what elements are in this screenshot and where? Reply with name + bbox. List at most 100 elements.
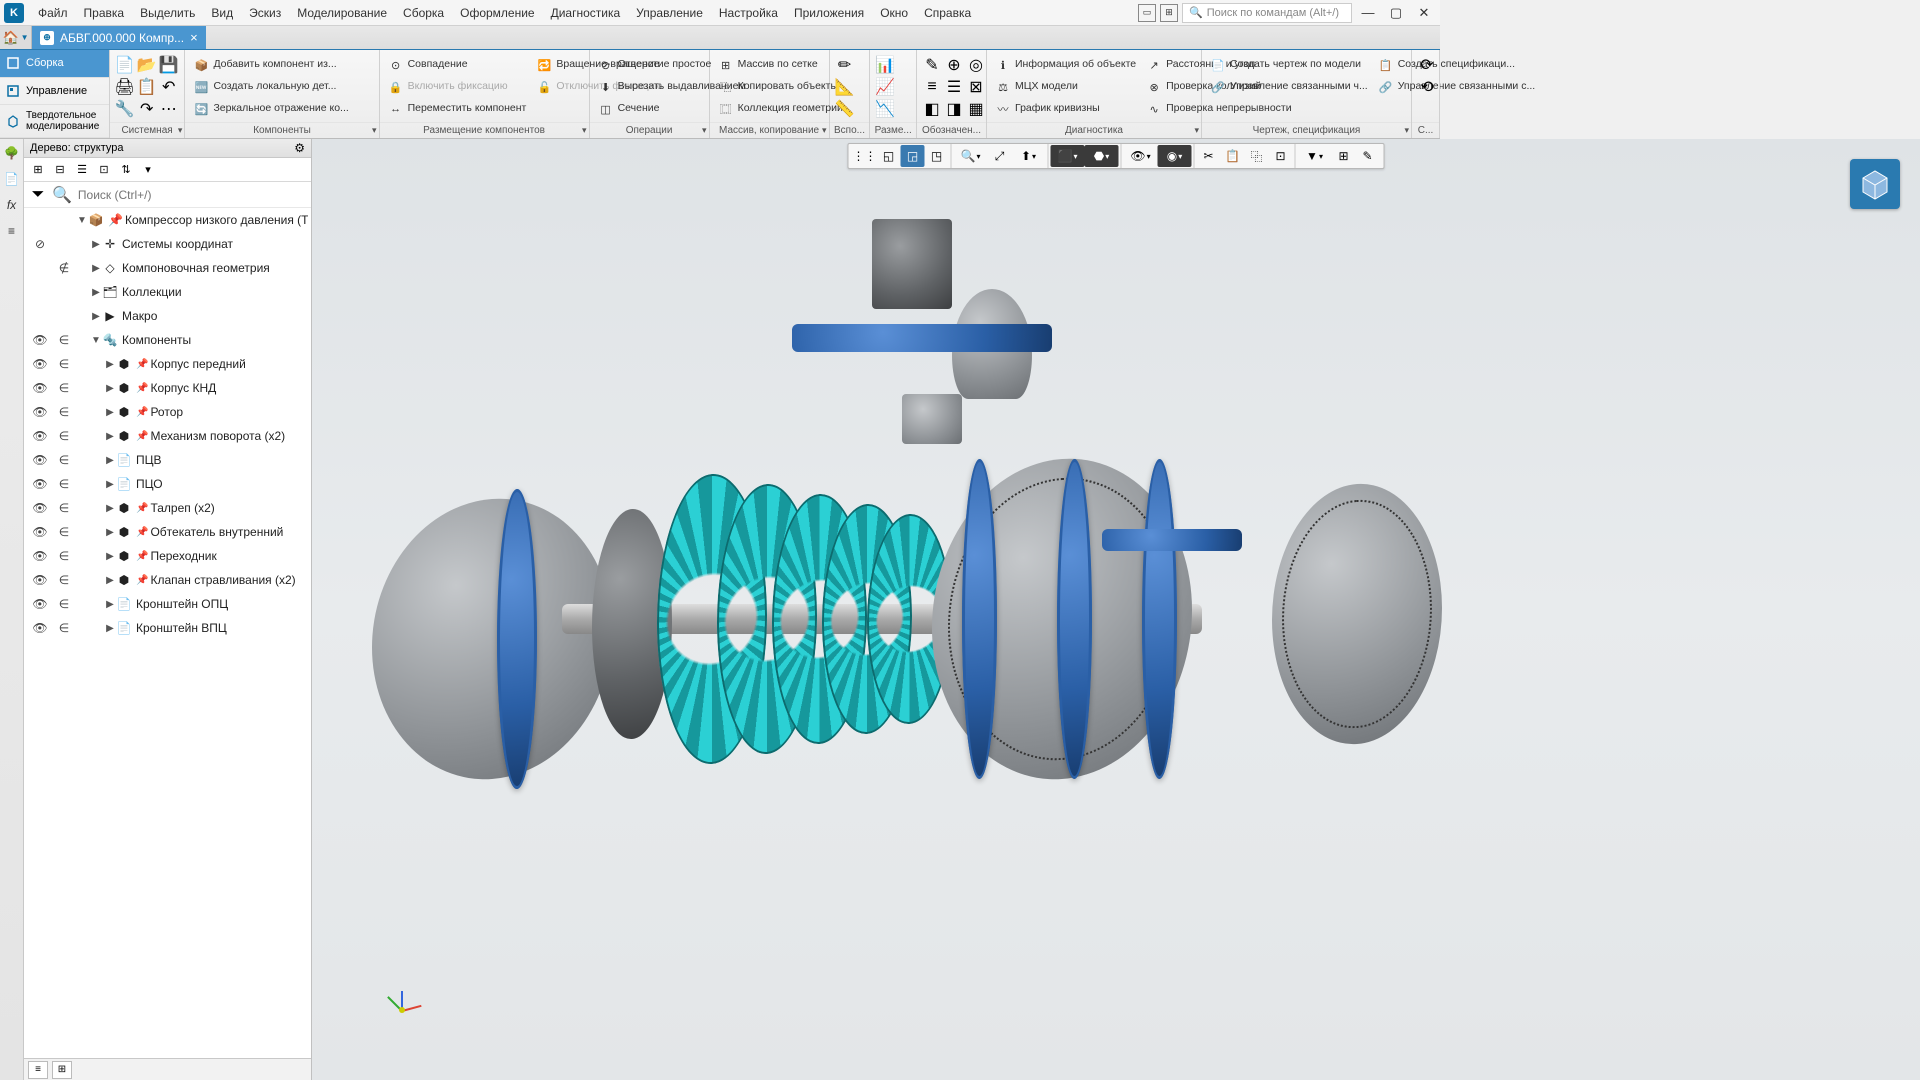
cmd-coincidence[interactable]: ⊙Совпадение: [384, 54, 531, 76]
expand-arrow[interactable]: ▶: [104, 551, 116, 562]
part-bracket-h2[interactable]: [1102, 529, 1242, 551]
last-icon-1[interactable]: ⟳: [1416, 54, 1438, 76]
tree-node[interactable]: 👁∈▶⬢📌Клапан стравливания (x2): [24, 568, 311, 592]
tree-footer-btn-1[interactable]: ≡: [28, 1061, 48, 1079]
expand-arrow[interactable]: ▶: [90, 287, 102, 298]
tree-node[interactable]: 👁∈▶📄Кронштейн ОПЦ: [24, 592, 311, 616]
tree-tb-2[interactable]: ⊟: [50, 160, 70, 180]
tree-node[interactable]: 👁∈▼🔩Компоненты: [24, 328, 311, 352]
include-icon[interactable]: ∈: [52, 357, 76, 371]
tree-node[interactable]: 👁∈▶⬢📌Обтекатель внутренний: [24, 520, 311, 544]
menu-Окно[interactable]: Окно: [872, 3, 916, 23]
not-icon-9[interactable]: ▦: [965, 98, 987, 120]
layout-icon-2[interactable]: ⊞: [1160, 4, 1178, 22]
expand-arrow[interactable]: ▶: [104, 599, 116, 610]
include-icon[interactable]: ∈: [52, 477, 76, 491]
cmd-mirror[interactable]: 🔄Зеркальное отражение ко...: [189, 98, 352, 120]
cmd-add-component[interactable]: 📦Добавить компонент из...: [189, 54, 352, 76]
mode-management[interactable]: Управление: [0, 78, 109, 106]
tree-node[interactable]: ▶▶Макро: [24, 304, 311, 328]
include-icon[interactable]: ∉: [52, 261, 76, 275]
tree-tb-1[interactable]: ⊞: [28, 160, 48, 180]
tree-tb-3[interactable]: ☰: [72, 160, 92, 180]
visibility-icon[interactable]: 👁: [28, 501, 52, 515]
expand-icon[interactable]: ▾: [1404, 125, 1409, 136]
expand-arrow[interactable]: ▶: [104, 503, 116, 514]
undo-button[interactable]: ↶: [158, 76, 180, 98]
expand-icon[interactable]: ▾: [702, 125, 707, 136]
menu-Эскиз[interactable]: Эскиз: [241, 3, 289, 23]
visibility-icon[interactable]: 👁: [28, 333, 52, 347]
part-blue-ring-3[interactable]: [1057, 458, 1092, 780]
print-button[interactable]: 🖨: [114, 76, 136, 98]
tree-tb-4[interactable]: ⊡: [94, 160, 114, 180]
vstrip-tree-icon[interactable]: 🌳: [2, 143, 22, 163]
tree-node[interactable]: ∉▶◇Компоновочная геометрия: [24, 256, 311, 280]
expand-icon[interactable]: ▾: [372, 125, 377, 136]
vstrip-fx-icon[interactable]: fx: [2, 195, 22, 215]
include-icon[interactable]: ∈: [52, 525, 76, 539]
expand-arrow[interactable]: ▶: [104, 383, 116, 394]
cmd-create-drawing[interactable]: 📄Создать чертеж по модели: [1206, 54, 1372, 76]
visibility-icon[interactable]: 👁: [28, 381, 52, 395]
expand-arrow[interactable]: ▶: [104, 431, 116, 442]
include-icon[interactable]: ∈: [52, 549, 76, 563]
tree-tb-5[interactable]: ⇅: [116, 160, 136, 180]
not-icon-8[interactable]: ◨: [943, 98, 965, 120]
menu-Правка[interactable]: Правка: [76, 3, 133, 23]
layout-icon-1[interactable]: ▭: [1138, 4, 1156, 22]
visibility-icon[interactable]: ⊘: [28, 237, 52, 251]
part-rear-housing[interactable]: [1272, 478, 1442, 750]
vstrip-sheet-icon[interactable]: 📄: [2, 169, 22, 189]
tree-footer-btn-2[interactable]: ⊞: [52, 1061, 72, 1079]
redo-button[interactable]: ↷: [136, 98, 158, 120]
expand-icon[interactable]: ▾: [582, 125, 587, 136]
axis-gizmo[interactable]: [382, 990, 422, 1030]
part-top-motor[interactable]: [872, 219, 952, 309]
include-icon[interactable]: ∈: [52, 453, 76, 467]
expand-arrow[interactable]: ▼: [90, 335, 102, 346]
size-icon-1[interactable]: 📊: [874, 54, 896, 76]
open-button[interactable]: 📂: [136, 54, 158, 76]
tree-node[interactable]: ⊘▶✛Системы координат: [24, 232, 311, 256]
tree-root[interactable]: ▼ 📦 📌 Компрессор низкого давления (Т: [24, 208, 311, 232]
menu-Диагностика[interactable]: Диагностика: [543, 3, 629, 23]
menu-Файл[interactable]: Файл: [30, 3, 76, 23]
part-small-plate[interactable]: [902, 394, 962, 444]
expand-arrow[interactable]: ▶: [104, 407, 116, 418]
visibility-icon[interactable]: 👁: [28, 477, 52, 491]
expand-icon[interactable]: ▾: [1194, 125, 1199, 136]
expand-arrow[interactable]: ▶: [90, 263, 102, 274]
not-icon-4[interactable]: ≡: [921, 76, 943, 98]
visibility-icon[interactable]: 👁: [28, 405, 52, 419]
copy-button[interactable]: 📋: [136, 76, 158, 98]
menu-Выделить[interactable]: Выделить: [132, 3, 203, 23]
cmd-copy-objects[interactable]: ⿻Копировать объекты: [714, 76, 847, 98]
tree-tb-6[interactable]: ▾: [138, 160, 158, 180]
cmd-array-grid[interactable]: ⊞Массив по сетке: [714, 54, 847, 76]
cmd-curvature[interactable]: 〰График кривизны: [991, 98, 1140, 120]
visibility-icon[interactable]: 👁: [28, 357, 52, 371]
cmd-object-info[interactable]: ℹИнформация об объекте: [991, 54, 1140, 76]
helper-icon-2[interactable]: 📐: [834, 76, 856, 98]
visibility-icon[interactable]: 👁: [28, 429, 52, 443]
expand-arrow[interactable]: ▶: [104, 527, 116, 538]
home-tab[interactable]: 🏠▼: [0, 26, 32, 49]
expand-arrow[interactable]: ▶: [104, 479, 116, 490]
include-icon[interactable]: ∈: [52, 405, 76, 419]
props-button[interactable]: 🔧: [114, 98, 136, 120]
include-icon[interactable]: ∈: [52, 381, 76, 395]
tree-node[interactable]: 👁∈▶⬢📌Корпус передний: [24, 352, 311, 376]
tree-node[interactable]: 👁∈▶⬢📌Корпус КНД: [24, 376, 311, 400]
visibility-icon[interactable]: 👁: [28, 621, 52, 635]
menu-Оформление[interactable]: Оформление: [452, 3, 542, 23]
menu-Приложения[interactable]: Приложения: [786, 3, 872, 23]
menu-Сборка[interactable]: Сборка: [395, 3, 452, 23]
tree-search-input[interactable]: [78, 188, 305, 202]
not-icon-3[interactable]: ◎: [965, 54, 987, 76]
last-icon-2[interactable]: ⟲: [1416, 76, 1438, 98]
size-icon-3[interactable]: 📉: [874, 98, 896, 120]
helper-icon-1[interactable]: ✏: [834, 54, 856, 76]
visibility-icon[interactable]: 👁: [28, 549, 52, 563]
document-tab[interactable]: ⊕ АБВГ.000.000 Компр... ×: [32, 26, 206, 49]
